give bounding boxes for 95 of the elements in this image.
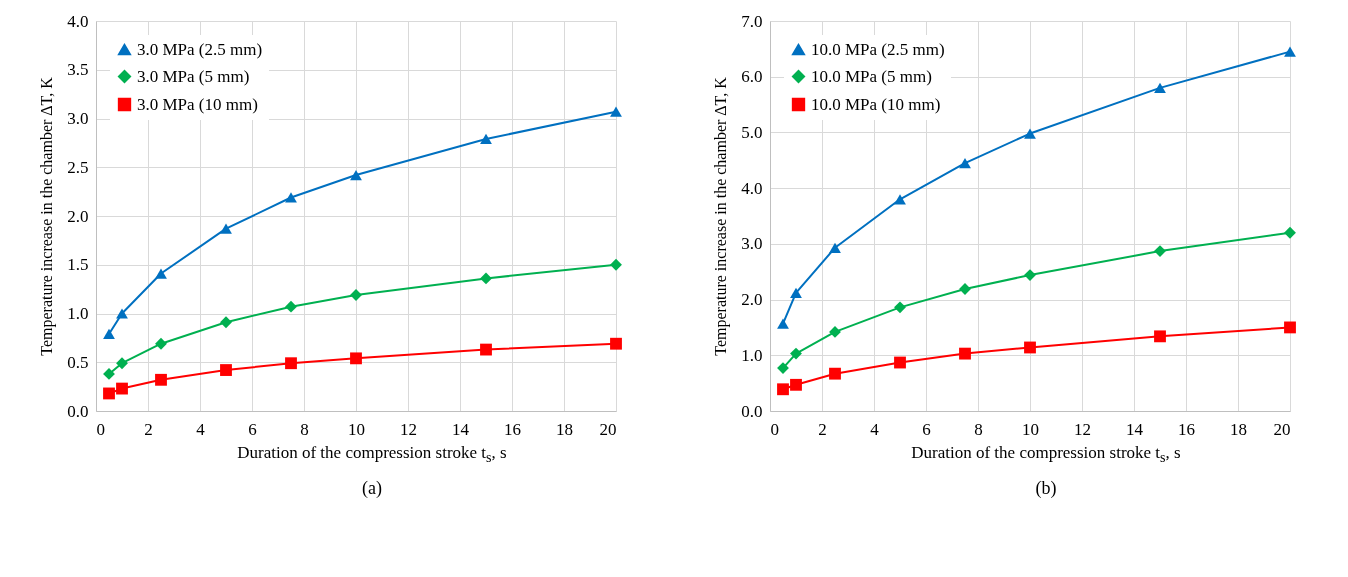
y-tick-label: 2.0 (740, 290, 762, 310)
point (893, 356, 906, 369)
x-tick-label: 4 (195, 419, 205, 439)
point (349, 352, 362, 365)
x-tick-label: 2 (143, 419, 153, 439)
y-tick-label: 0.0 (740, 401, 762, 421)
point (115, 357, 128, 370)
x-tick-label: 0 (96, 419, 105, 439)
point (284, 192, 297, 203)
x-tick-label: 16 (503, 419, 521, 439)
x-tick-label: 16 (1177, 419, 1195, 439)
text: (a) (361, 478, 382, 500)
point (1283, 226, 1296, 239)
point (893, 194, 906, 205)
point (789, 378, 802, 391)
point (154, 268, 167, 279)
x-tick-label: 18 (1229, 419, 1247, 439)
legend-label: 10.0 MPa (2.5 mm) (810, 39, 945, 59)
y-tick-label: 1.0 (66, 304, 88, 323)
point (479, 343, 492, 356)
point (609, 258, 622, 271)
point (284, 300, 297, 313)
point (609, 337, 622, 350)
y-axis-title: Temperature increase in the chamber ΔT, K (37, 76, 56, 356)
point (102, 328, 115, 340)
point (609, 106, 622, 117)
point (154, 337, 167, 350)
point (789, 287, 802, 299)
point (1153, 82, 1166, 93)
point (789, 347, 802, 360)
y-tick-label: 3.5 (66, 60, 88, 80)
point (102, 387, 115, 400)
point (479, 272, 492, 285)
point (958, 157, 971, 169)
x-tick-label: 4 (869, 419, 879, 439)
y-tick-label: 1.0 (740, 345, 762, 365)
x-tick-label: 10 (347, 419, 365, 439)
legend-label: 3.0 MPa (2.5 mm) (136, 39, 262, 59)
point (154, 373, 167, 386)
point (1023, 341, 1036, 354)
point (349, 169, 362, 181)
x-tick-label: 20 (1273, 419, 1290, 439)
point (776, 318, 789, 329)
point (284, 357, 297, 370)
y-tick-label: 2.0 (66, 206, 88, 226)
point (1153, 245, 1166, 258)
x-tick-label: 12 (399, 419, 417, 439)
x-tick-label: 10 (1021, 419, 1039, 439)
point (828, 242, 841, 253)
x-tick-label: 20 (599, 419, 616, 439)
point (776, 362, 789, 375)
legend-label: 3.0 MPa (10 mm) (136, 94, 258, 114)
y-tick-label: 5.0 (740, 122, 762, 142)
x-tick-label: 6 (921, 419, 931, 439)
x-tick-label: 18 (555, 419, 573, 439)
x-tick-label: 0 (770, 419, 779, 439)
x-tick-label: 14 (1125, 419, 1143, 439)
y-tick-label: 7.0 (740, 11, 762, 31)
y-tick-label: 6.0 (740, 67, 762, 87)
y-tick-label: 3.0 (66, 109, 88, 128)
point (1023, 128, 1036, 139)
y-tick-label: 0.5 (66, 352, 88, 372)
point (828, 325, 841, 338)
y-tick-label: 4.0 (740, 178, 762, 198)
x-axis-title: Duration of the compression stroke t$_{s}$, s (236, 443, 507, 467)
x-tick-label: 14 (451, 419, 469, 439)
point (828, 367, 841, 380)
legend-label: 10.0 MPa (10 mm) (810, 94, 940, 114)
point (115, 308, 128, 319)
y-tick-label: 4.0 (66, 11, 88, 31)
point (958, 347, 971, 360)
x-tick-label: 8 (973, 419, 983, 439)
point (776, 383, 789, 396)
point (893, 301, 906, 314)
y-axis-title: Temperature increase in the chamber ΔT, K (711, 76, 730, 356)
y-tick-label: 2.5 (66, 157, 88, 177)
legend-label: 3.0 MPa (5 mm) (136, 66, 249, 86)
point (1283, 321, 1296, 334)
point (115, 382, 128, 395)
x-tick-label: 6 (247, 419, 257, 439)
x-tick-label: 12 (1073, 419, 1091, 439)
text: (b) (1034, 478, 1057, 500)
point (219, 364, 232, 376)
legend-label: 10.0 MPa (5 mm) (810, 66, 932, 86)
point (219, 223, 232, 234)
y-tick-label: 0.0 (66, 401, 88, 421)
x-axis-title: Duration of the compression stroke t$_{s}$, s (910, 443, 1181, 467)
x-tick-label: 2 (817, 419, 827, 439)
point (219, 316, 232, 329)
x-tick-label: 8 (299, 419, 309, 439)
y-tick-label: 3.0 (740, 234, 762, 254)
y-tick-label: 1.5 (66, 255, 88, 275)
point (1283, 46, 1296, 57)
point (479, 133, 492, 145)
point (1153, 330, 1166, 343)
